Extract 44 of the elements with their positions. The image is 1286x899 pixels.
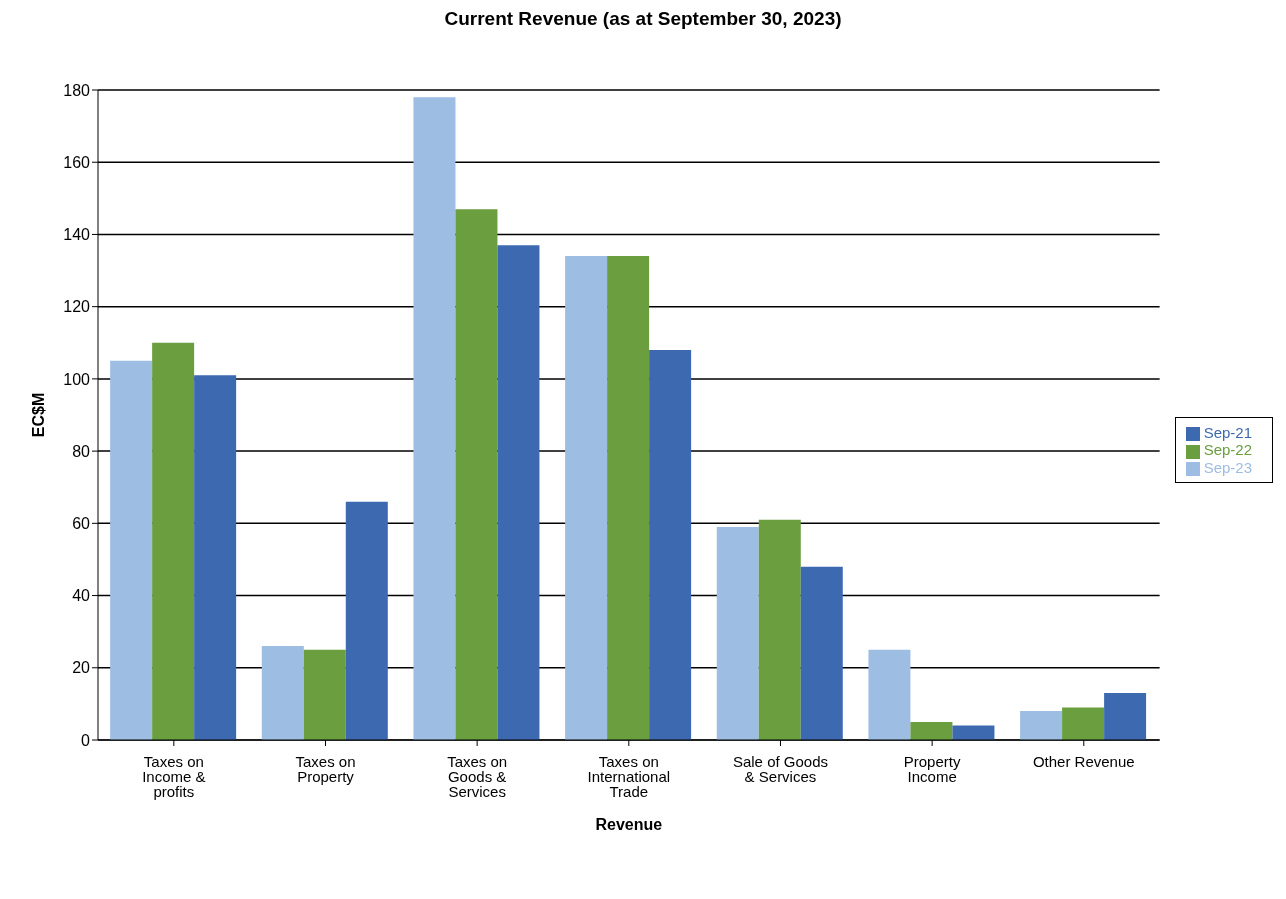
y-axis-title: EC$M (29, 392, 47, 438)
bar (152, 342, 195, 740)
y-tick-label: 40 (72, 587, 91, 605)
y-tick-label: 80 (72, 442, 91, 460)
y-tick-label: 160 (63, 153, 91, 171)
bar (952, 725, 995, 740)
y-tick-label: 180 (63, 81, 91, 99)
bar (868, 649, 911, 740)
bar (303, 649, 346, 740)
y-tick-label: 120 (63, 298, 91, 316)
bar (565, 256, 608, 740)
bar (649, 350, 692, 740)
bar (758, 519, 801, 740)
x-tick-label: Property Income (903, 752, 961, 785)
y-tick-label: 20 (72, 659, 91, 677)
bar (110, 360, 153, 740)
x-tick-label: Other Revenue (1032, 752, 1135, 770)
y-tick-label: 100 (63, 370, 91, 388)
bar (607, 256, 650, 740)
x-tick-label: Taxes on International Trade (587, 752, 671, 800)
x-tick-label: Taxes on Goods & Services (447, 752, 508, 800)
bar (1104, 693, 1147, 740)
bar (413, 97, 456, 740)
chart-title: Current Revenue (as at September 30, 2023) (443, 8, 843, 30)
x-tick-label: Taxes on Income & profits (142, 752, 206, 800)
bar (910, 721, 953, 740)
y-tick-label: 60 (72, 515, 91, 533)
x-tick-label: Sale of Goods & Services (732, 752, 828, 785)
legend-label: Sep-21 (1203, 424, 1252, 442)
legend-label: Sep-22 (1203, 441, 1252, 459)
bar (497, 245, 540, 740)
x-tick-label: Taxes on Property (295, 752, 356, 785)
bar (194, 375, 237, 740)
legend-label: Sep-23 (1203, 458, 1252, 476)
y-tick-label: 140 (63, 226, 91, 244)
bar (345, 501, 388, 740)
bar (455, 209, 498, 740)
bar (800, 566, 843, 740)
y-tick-label: 0 (81, 731, 91, 749)
x-axis-title: Revenue (595, 816, 663, 833)
bar (1062, 707, 1105, 740)
bar (261, 646, 304, 740)
bar (716, 526, 759, 740)
bar (1020, 711, 1063, 740)
